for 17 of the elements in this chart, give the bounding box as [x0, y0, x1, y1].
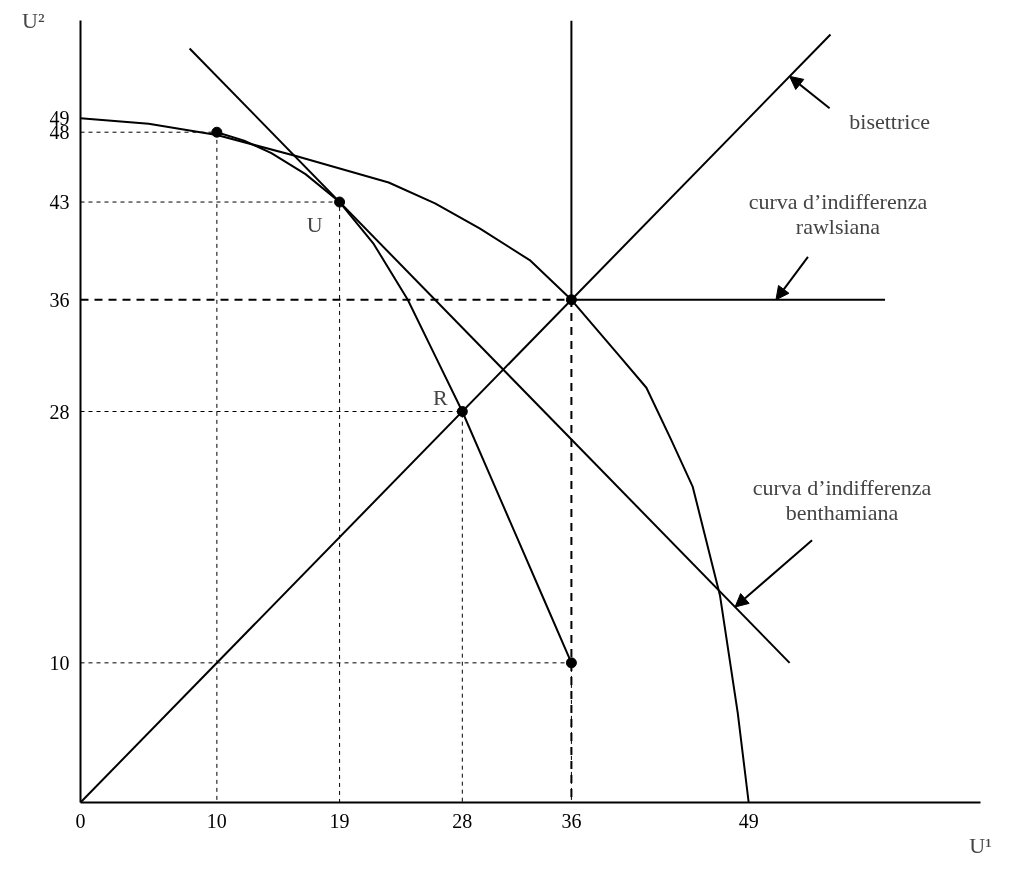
- y-tick-label: 36: [49, 288, 70, 311]
- x-tick-label: 10: [206, 809, 227, 832]
- annotation: U: [306, 211, 323, 237]
- x-axis-title: U¹: [969, 832, 992, 858]
- x-tick-label: 28: [452, 809, 473, 832]
- x-tick-label: 19: [329, 809, 350, 832]
- annotation: bisettrice: [849, 108, 930, 134]
- x-tick-label: 36: [561, 809, 582, 832]
- y-axis-title: U²: [22, 8, 45, 33]
- annotation: curva d’indifferenza benthamiana: [752, 475, 932, 525]
- y-tick-label: 10: [49, 651, 70, 674]
- annotation: curva d’indifferenza rawlsiana: [748, 188, 928, 239]
- x-tick-label: 0: [75, 809, 86, 832]
- x-tick-label: 49: [738, 809, 759, 832]
- annotation: R: [432, 385, 448, 410]
- y-tick-label: 43: [49, 191, 70, 214]
- y-tick-label: 28: [49, 400, 70, 423]
